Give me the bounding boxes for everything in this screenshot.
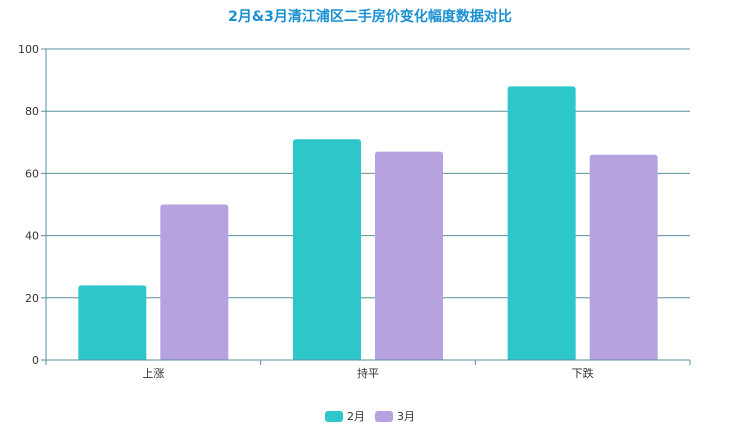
legend-label-series-2: 3月	[397, 410, 415, 423]
bar-2-2	[375, 151, 443, 360]
legend-label-series-1: 2月	[347, 410, 365, 423]
legend-item-series-1[interactable]: 2月	[325, 408, 365, 424]
y-tick-label: 80	[25, 105, 39, 118]
bar-1-2	[293, 139, 361, 360]
y-tick-label: 60	[25, 167, 39, 180]
y-tick-label: 0	[32, 354, 39, 367]
bar-1-3	[507, 86, 576, 360]
x-tick-label: 上涨	[142, 367, 164, 380]
bar-1-1	[78, 285, 147, 360]
x-tick-label: 持平	[357, 366, 379, 380]
y-tick-label: 20	[25, 292, 39, 305]
chart-title: 2月&3月清江浦区二手房价变化幅度数据对比	[228, 9, 512, 25]
legend-swatch-series-1	[325, 410, 343, 422]
legend: 2月 3月	[0, 408, 740, 424]
legend-item-series-2[interactable]: 3月	[375, 408, 415, 424]
bar-2-1	[160, 204, 229, 360]
y-tick-label: 100	[18, 43, 39, 56]
legend-swatch-series-2	[375, 410, 393, 422]
x-tick-label: 下跌	[572, 366, 594, 380]
bar-2-3	[589, 154, 658, 360]
y-tick-label: 40	[25, 230, 39, 243]
axes-group: 0 20 40 60 80 100 上涨 持平 下跌	[18, 43, 691, 380]
bars-group	[78, 86, 658, 360]
